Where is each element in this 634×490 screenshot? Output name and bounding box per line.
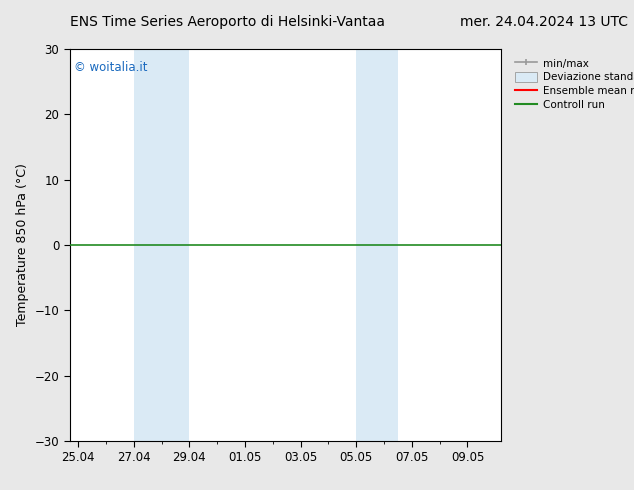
- Text: © woitalia.it: © woitalia.it: [74, 61, 148, 74]
- Legend: min/max, Deviazione standard, Ensemble mean run, Controll run: min/max, Deviazione standard, Ensemble m…: [510, 54, 634, 114]
- Bar: [356, 49, 398, 441]
- Text: ENS Time Series Aeroporto di Helsinki-Vantaa: ENS Time Series Aeroporto di Helsinki-Va…: [70, 15, 385, 29]
- Bar: [134, 49, 190, 441]
- Y-axis label: Temperature 850 hPa (°C): Temperature 850 hPa (°C): [16, 164, 29, 326]
- Text: mer. 24.04.2024 13 UTC: mer. 24.04.2024 13 UTC: [460, 15, 628, 29]
